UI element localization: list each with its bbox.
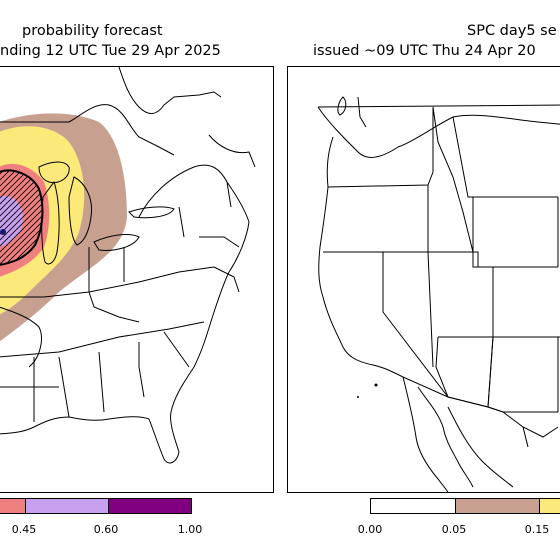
right-colorbar-tick-3: 0.15 (524, 523, 550, 536)
left-map-svg (0, 67, 256, 464)
left-colorbar-tick-3: 1.00 (177, 523, 203, 536)
left-title-line1: probability forecast (22, 23, 163, 39)
right-colorbar-seg-yellow (539, 499, 560, 513)
prob-max-marker (0, 229, 6, 235)
right-colorbar (370, 498, 560, 514)
left-map-outlines (0, 67, 256, 464)
right-title-line1: SPC day5 se (467, 23, 557, 39)
right-map (287, 66, 560, 493)
left-colorbar-seg-purple (25, 499, 108, 513)
right-title-line2: issued ~09 UTC Thu 24 Apr 20 (313, 43, 536, 59)
right-colorbar-seg-white (371, 499, 455, 513)
left-colorbar-tick-1: 0.45 (11, 523, 37, 536)
right-colorbar-tick-1: 0.00 (357, 523, 383, 536)
left-colorbar-tick-2: 0.60 (93, 523, 119, 536)
right-map-svg (317, 96, 560, 492)
left-colorbar-seg-red (0, 499, 25, 513)
right-colorbar-tick-2: 0.05 (441, 523, 467, 536)
left-colorbar-seg-darkpurple (108, 499, 191, 513)
right-colorbar-seg-brown (455, 499, 539, 513)
right-map-outlines (317, 96, 560, 492)
left-colorbar (0, 498, 192, 514)
left-title-line2: nding 12 UTC Tue 29 Apr 2025 (0, 43, 221, 59)
left-map (0, 66, 274, 493)
